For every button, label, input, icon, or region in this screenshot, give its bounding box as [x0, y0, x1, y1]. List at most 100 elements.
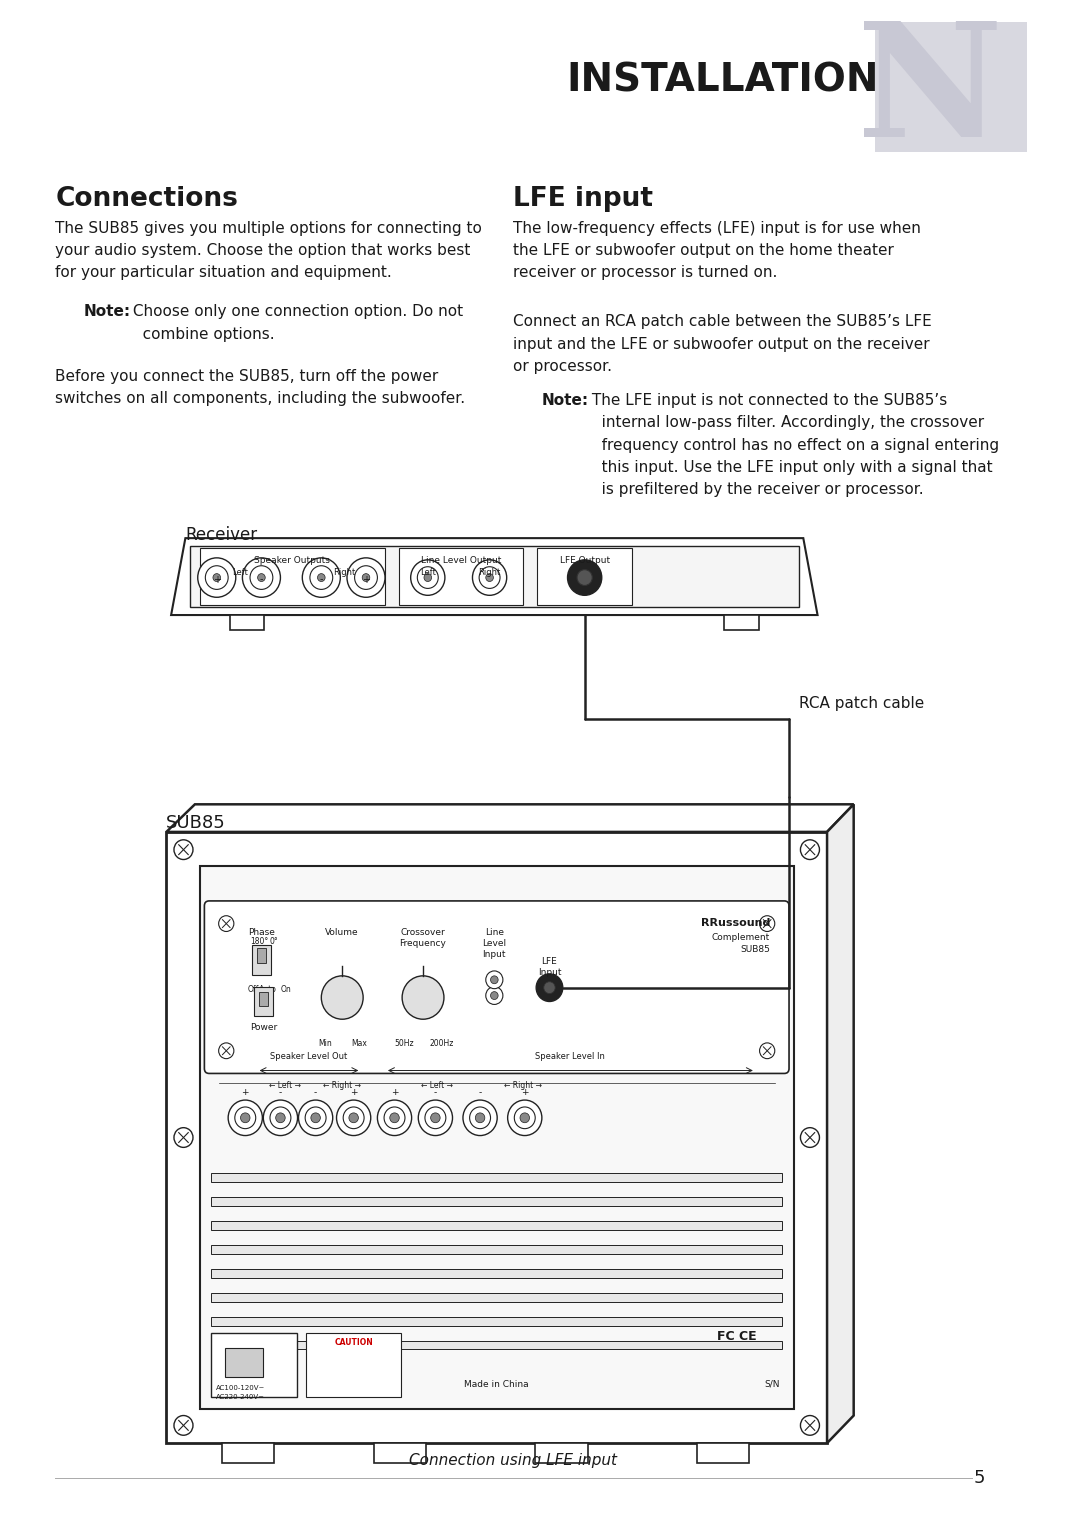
Bar: [211, 1333, 297, 1397]
Text: Speaker Level In: Speaker Level In: [536, 1052, 605, 1061]
Text: -: -: [259, 574, 264, 584]
Bar: [211, 1341, 782, 1350]
Circle shape: [486, 971, 503, 989]
FancyBboxPatch shape: [204, 901, 789, 1073]
Bar: [725, 615, 758, 630]
Circle shape: [306, 1106, 326, 1129]
Circle shape: [800, 840, 820, 860]
Circle shape: [486, 986, 503, 1005]
Circle shape: [213, 574, 220, 581]
Bar: [374, 1443, 426, 1463]
Text: Off: Off: [248, 985, 259, 994]
Text: S/N: S/N: [764, 1380, 780, 1390]
Text: -: -: [314, 1088, 318, 1097]
Bar: [190, 546, 798, 607]
Circle shape: [390, 1113, 400, 1123]
Circle shape: [298, 1100, 333, 1135]
Circle shape: [275, 1113, 285, 1123]
Text: 0°: 0°: [269, 938, 278, 947]
Bar: [258, 992, 268, 1006]
Text: AC220-240V~: AC220-240V~: [216, 1394, 265, 1400]
Circle shape: [543, 982, 555, 994]
Text: +: +: [362, 574, 370, 584]
Circle shape: [577, 569, 592, 586]
Bar: [226, 1347, 264, 1377]
Text: AC100-120V~: AC100-120V~: [216, 1385, 266, 1391]
Text: ← Right →: ← Right →: [504, 1081, 542, 1090]
Bar: [400, 548, 523, 606]
Text: 200Hz: 200Hz: [430, 1040, 455, 1049]
Text: Speaker Outputs: Speaker Outputs: [254, 556, 329, 565]
Text: CAUTION: CAUTION: [335, 1338, 373, 1347]
Circle shape: [384, 1106, 405, 1129]
Circle shape: [354, 566, 377, 589]
Circle shape: [490, 976, 498, 983]
Circle shape: [174, 1415, 193, 1435]
Bar: [252, 945, 271, 976]
Circle shape: [470, 1106, 490, 1129]
Text: ← Left →: ← Left →: [421, 1081, 454, 1090]
Text: +: +: [242, 1088, 249, 1097]
Circle shape: [490, 992, 498, 1000]
Circle shape: [311, 1113, 321, 1123]
Text: N: N: [856, 15, 1003, 169]
Bar: [254, 986, 273, 1017]
Circle shape: [198, 559, 235, 597]
Circle shape: [424, 1106, 446, 1129]
Polygon shape: [166, 804, 853, 833]
Text: +: +: [213, 574, 220, 584]
Circle shape: [536, 974, 563, 1001]
Text: Before you connect the SUB85, turn off the power
switches on all components, inc: Before you connect the SUB85, turn off t…: [55, 368, 465, 406]
Polygon shape: [171, 539, 818, 615]
Circle shape: [258, 574, 266, 581]
Circle shape: [347, 559, 384, 597]
Circle shape: [800, 1128, 820, 1148]
Bar: [211, 1245, 782, 1254]
Text: 5: 5: [973, 1470, 985, 1487]
Text: +: +: [391, 1088, 399, 1097]
Text: Phase: Phase: [248, 927, 275, 936]
Circle shape: [343, 1106, 364, 1129]
Bar: [536, 1443, 588, 1463]
Bar: [230, 615, 265, 630]
Bar: [200, 548, 384, 606]
Circle shape: [251, 566, 273, 589]
Text: Min: Min: [319, 1040, 332, 1049]
Bar: [200, 866, 794, 1409]
Circle shape: [402, 976, 444, 1020]
Circle shape: [337, 1100, 370, 1135]
Bar: [166, 833, 827, 1443]
Bar: [211, 1292, 782, 1301]
Text: Line Level Output: Line Level Output: [421, 556, 501, 565]
Bar: [211, 1173, 782, 1183]
Circle shape: [349, 1113, 359, 1123]
Text: -: -: [434, 1088, 437, 1097]
Text: Complement
SUB85: Complement SUB85: [712, 933, 770, 954]
Text: Speaker Level Out: Speaker Level Out: [270, 1052, 348, 1061]
Text: -: -: [279, 1088, 282, 1097]
Text: Made in China: Made in China: [464, 1380, 528, 1390]
Bar: [211, 1317, 782, 1326]
Text: -: -: [320, 574, 323, 584]
Text: 180°: 180°: [251, 938, 268, 947]
Circle shape: [377, 1100, 411, 1135]
Text: Max: Max: [351, 1040, 367, 1049]
Text: The LFE input is not connected to the SUB85’s
   internal low-pass filter. Accor: The LFE input is not connected to the SU…: [586, 393, 999, 498]
Text: RCA patch cable: RCA patch cable: [798, 696, 923, 711]
Circle shape: [759, 1043, 774, 1059]
Text: Choose only one connection option. Do not
   combine options.: Choose only one connection option. Do no…: [129, 304, 463, 342]
Text: The SUB85 gives you multiple options for connecting to
your audio system. Choose: The SUB85 gives you multiple options for…: [55, 221, 482, 280]
Text: INSTALLATION: INSTALLATION: [567, 62, 879, 100]
Text: Connections: Connections: [55, 186, 238, 212]
Circle shape: [472, 560, 507, 595]
Text: Power: Power: [249, 1023, 276, 1032]
Text: SUB85: SUB85: [166, 814, 226, 833]
Text: Note:: Note:: [542, 393, 589, 408]
Bar: [257, 948, 266, 963]
Bar: [211, 1196, 782, 1205]
Circle shape: [205, 566, 228, 589]
Circle shape: [228, 1100, 262, 1135]
Circle shape: [519, 1113, 529, 1123]
Circle shape: [567, 560, 602, 595]
Circle shape: [241, 1113, 251, 1123]
